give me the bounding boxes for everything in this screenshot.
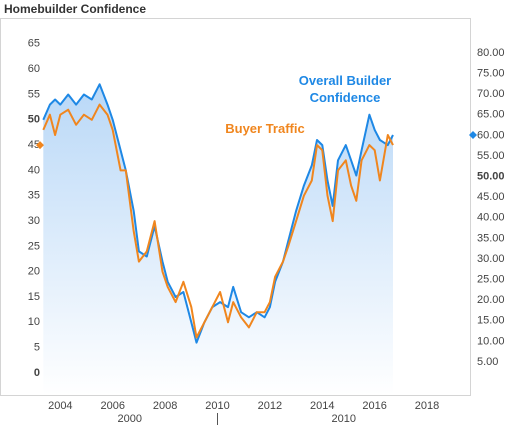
plot-frame xyxy=(0,18,471,396)
decade-label: 2000 xyxy=(118,413,142,425)
decade-label: 2010 xyxy=(332,413,356,425)
y2-tick-label: 65.00 xyxy=(477,109,505,121)
y2-tick-label: 40.00 xyxy=(477,212,505,224)
y2-tick-label: 50.00 xyxy=(477,171,505,183)
series-annotation: Buyer Traffic xyxy=(225,121,305,136)
y2-tick-label: 80.00 xyxy=(477,47,505,59)
y2-tick-label: 55.00 xyxy=(477,150,505,162)
area xyxy=(43,84,394,396)
x-tick-label: 2016 xyxy=(362,400,386,412)
y-tick-label: 35 xyxy=(28,190,40,202)
y-tick-label: 25 xyxy=(28,240,40,252)
x-tick-label: 2014 xyxy=(310,400,334,412)
x-tick-label: 2010 xyxy=(205,400,229,412)
y2-tick-label: 10.00 xyxy=(477,335,505,347)
y-tick-label: 10 xyxy=(28,316,40,328)
x-tick-label: 2012 xyxy=(258,400,282,412)
x-tick-label: 2008 xyxy=(153,400,177,412)
last-value-marker xyxy=(469,130,477,139)
y-tick-label: 30 xyxy=(28,215,40,227)
y2-tick-label: 45.00 xyxy=(477,191,505,203)
y-tick-label: 45 xyxy=(28,139,40,151)
series-annotation: Overall Builder Confidence xyxy=(298,73,392,105)
y2-tick-label: 75.00 xyxy=(477,68,505,80)
y2-tick-label: 30.00 xyxy=(477,253,505,265)
y2-tick-label: 70.00 xyxy=(477,88,505,100)
y-tick-label: 50 xyxy=(28,114,40,126)
y-tick-label: 0 xyxy=(34,367,40,379)
y2-tick-label: 5.00 xyxy=(477,356,498,368)
line xyxy=(42,103,394,339)
chart-title: Homebuilder Confidence xyxy=(4,2,146,16)
y2-tick-label: 35.00 xyxy=(477,232,505,244)
line xyxy=(42,83,394,344)
y-tick-label: 55 xyxy=(28,88,40,100)
x-tick-label: 2006 xyxy=(100,400,124,412)
y-tick-label: 65 xyxy=(28,38,40,50)
y-tick-label: 20 xyxy=(28,266,40,278)
y-tick-label: 5 xyxy=(34,342,40,354)
y-tick-label: 15 xyxy=(28,291,40,303)
x-tick-label: 2004 xyxy=(48,400,72,412)
y2-tick-label: 60.00 xyxy=(477,129,505,141)
y2-tick-label: 20.00 xyxy=(477,294,505,306)
last-value-marker xyxy=(36,141,44,150)
y-tick-label: 40 xyxy=(28,164,40,176)
y2-tick-label: 15.00 xyxy=(477,315,505,327)
y2-tick-label: 25.00 xyxy=(477,274,505,286)
y-tick-label: 60 xyxy=(28,63,40,75)
x-tick-label: 2018 xyxy=(415,400,439,412)
